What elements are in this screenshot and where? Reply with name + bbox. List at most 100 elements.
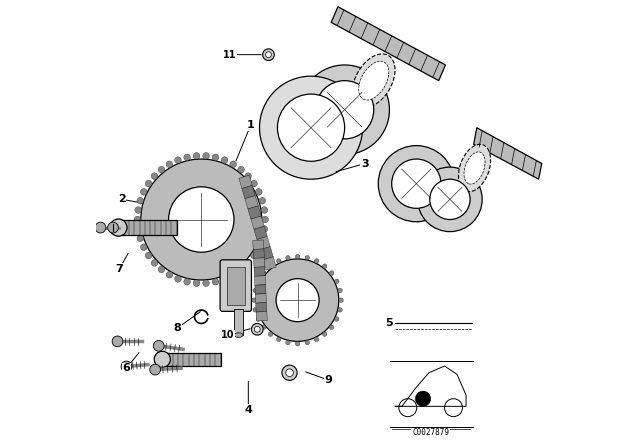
Text: 2: 2 <box>118 194 126 204</box>
Circle shape <box>158 266 165 273</box>
Circle shape <box>295 341 300 346</box>
FancyBboxPatch shape <box>220 260 252 311</box>
Polygon shape <box>248 206 261 219</box>
Circle shape <box>212 154 219 161</box>
Circle shape <box>268 264 273 268</box>
Circle shape <box>140 189 147 195</box>
Ellipse shape <box>458 144 491 192</box>
Text: C0027879: C0027879 <box>412 428 449 437</box>
Polygon shape <box>242 185 255 198</box>
Circle shape <box>314 337 319 342</box>
Circle shape <box>237 266 244 273</box>
Circle shape <box>166 271 173 278</box>
Circle shape <box>330 271 334 276</box>
Ellipse shape <box>464 152 485 184</box>
Polygon shape <box>260 247 273 260</box>
Circle shape <box>305 255 310 260</box>
Circle shape <box>259 198 266 204</box>
Circle shape <box>244 259 252 266</box>
Circle shape <box>134 216 141 223</box>
Circle shape <box>276 279 319 322</box>
Circle shape <box>175 157 181 164</box>
Polygon shape <box>255 285 266 294</box>
Text: 10: 10 <box>221 330 235 340</box>
Circle shape <box>257 259 339 341</box>
Circle shape <box>261 207 268 213</box>
Ellipse shape <box>353 54 395 108</box>
Circle shape <box>137 235 143 241</box>
Circle shape <box>261 226 268 233</box>
Circle shape <box>392 159 441 208</box>
Polygon shape <box>255 276 266 285</box>
Circle shape <box>285 340 290 345</box>
Circle shape <box>166 161 173 168</box>
Polygon shape <box>257 237 270 250</box>
Circle shape <box>137 198 143 204</box>
Bar <box>234 309 243 335</box>
Polygon shape <box>253 249 264 258</box>
Circle shape <box>237 166 244 173</box>
Polygon shape <box>118 220 177 235</box>
Circle shape <box>108 222 118 233</box>
Circle shape <box>140 244 147 250</box>
Text: 11: 11 <box>223 50 236 60</box>
Circle shape <box>256 317 260 321</box>
Text: 1: 1 <box>246 121 255 130</box>
Circle shape <box>154 351 170 367</box>
Polygon shape <box>256 302 267 312</box>
Circle shape <box>261 325 266 330</box>
Circle shape <box>335 317 339 321</box>
Polygon shape <box>251 216 264 229</box>
Polygon shape <box>253 240 264 250</box>
Circle shape <box>260 76 362 179</box>
Circle shape <box>276 258 281 263</box>
Circle shape <box>323 264 327 268</box>
Circle shape <box>145 252 152 259</box>
Circle shape <box>121 361 132 372</box>
Polygon shape <box>255 293 266 303</box>
Ellipse shape <box>358 61 389 100</box>
Circle shape <box>221 157 228 164</box>
Circle shape <box>253 288 257 293</box>
Polygon shape <box>254 226 268 240</box>
Text: 6: 6 <box>122 363 131 373</box>
Circle shape <box>203 153 209 159</box>
Circle shape <box>276 337 281 342</box>
Text: 9: 9 <box>324 375 332 385</box>
Circle shape <box>251 180 257 187</box>
Circle shape <box>335 279 339 284</box>
Polygon shape <box>256 311 268 321</box>
Circle shape <box>252 298 257 302</box>
Circle shape <box>151 259 158 266</box>
Polygon shape <box>245 196 258 209</box>
Circle shape <box>230 161 237 168</box>
Circle shape <box>262 216 268 223</box>
Circle shape <box>278 94 345 161</box>
Circle shape <box>261 271 266 276</box>
Circle shape <box>244 173 252 180</box>
Polygon shape <box>239 175 252 189</box>
Circle shape <box>203 280 209 286</box>
Text: 4: 4 <box>244 405 252 415</box>
Circle shape <box>193 153 200 159</box>
Circle shape <box>95 222 106 233</box>
Circle shape <box>145 180 152 187</box>
Circle shape <box>168 187 234 252</box>
Circle shape <box>330 325 334 330</box>
Circle shape <box>338 308 342 312</box>
Circle shape <box>184 154 191 161</box>
Circle shape <box>253 308 257 312</box>
Circle shape <box>141 159 262 280</box>
Circle shape <box>430 179 470 220</box>
Polygon shape <box>163 353 221 366</box>
Circle shape <box>151 173 158 180</box>
Circle shape <box>256 279 260 284</box>
Circle shape <box>262 49 275 60</box>
Text: 5: 5 <box>385 319 392 328</box>
Circle shape <box>259 235 266 241</box>
Circle shape <box>282 365 297 380</box>
Circle shape <box>266 52 271 58</box>
Circle shape <box>268 332 273 336</box>
Circle shape <box>314 258 319 263</box>
Circle shape <box>230 271 237 278</box>
